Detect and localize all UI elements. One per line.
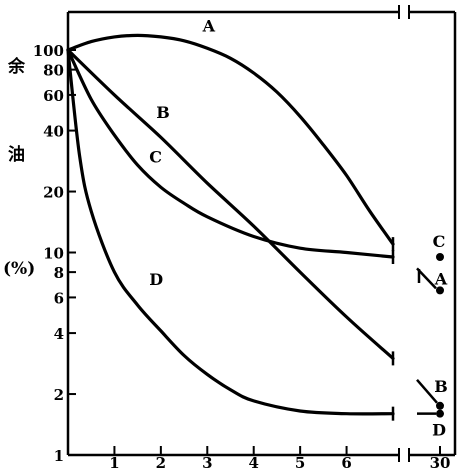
y-axis-label: (%) [3, 259, 35, 279]
x-tick-label: 6 [341, 454, 351, 472]
series-label-c: C [149, 147, 162, 166]
series-markers [391, 237, 444, 421]
y-tick-label: 8 [54, 264, 64, 282]
x-tick-label: 1 [109, 454, 119, 472]
y-axis-label: 油 [8, 144, 25, 165]
series-label-b: B [156, 103, 170, 122]
y-tick-label: 2 [54, 386, 64, 404]
series-line-b [66, 48, 395, 360]
y-tick-label: 40 [43, 123, 64, 141]
series-label-30-d: D [432, 421, 446, 440]
y-tick-label: 10 [43, 245, 64, 263]
series-label-30-a: A [434, 269, 448, 288]
x-tick-label: 3 [202, 454, 212, 472]
tick-marks [68, 49, 441, 456]
x-tick-label: 4 [248, 454, 258, 472]
series-label-30-b: B [434, 377, 448, 396]
series-dot-30-d [436, 409, 444, 418]
y-tick-label: 80 [43, 62, 64, 80]
series-dot-30-a [436, 286, 444, 295]
y-tick-label: 60 [43, 87, 64, 105]
series-dot-30-b [436, 401, 444, 410]
series-label-a: A [202, 16, 216, 35]
series-line-d [66, 48, 395, 416]
y-axis-label: 余 [7, 56, 26, 77]
series-label-d: D [149, 270, 163, 289]
y-tick-label: 100 [33, 42, 64, 60]
plot-frame [66, 5, 457, 462]
x-tick-label: 5 [295, 454, 305, 472]
series-curves [66, 33, 395, 416]
y-tick-label: 1 [54, 447, 64, 465]
text-labels: 1 2 3 4 5 6 30 1 2 4 6 810 20 40 60 80 100 余油 (%) A B C D A B C D [3, 16, 450, 472]
series-label-30-c: C [433, 232, 446, 251]
y-tick-label: 6 [54, 289, 64, 307]
series-dot-30-c [436, 253, 444, 262]
series-line-c [66, 48, 395, 259]
x-tick-label: 2 [156, 454, 166, 472]
series-link-30-b [416, 378, 438, 404]
y-tick-label: 4 [54, 325, 64, 343]
series-line-a [66, 33, 395, 246]
x-tick-label-30: 30 [430, 454, 451, 472]
y-tick-label: 20 [43, 184, 64, 202]
